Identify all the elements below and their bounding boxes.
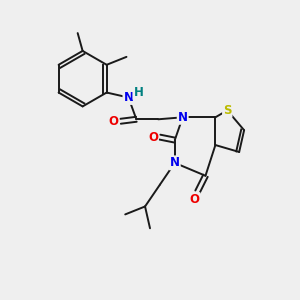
Text: N: N (178, 111, 188, 124)
Text: O: O (148, 130, 158, 144)
Text: H: H (134, 86, 143, 99)
Text: N: N (170, 156, 180, 170)
Text: S: S (223, 104, 232, 117)
Text: N: N (124, 91, 134, 104)
Text: O: O (109, 115, 118, 128)
Text: O: O (190, 193, 200, 206)
